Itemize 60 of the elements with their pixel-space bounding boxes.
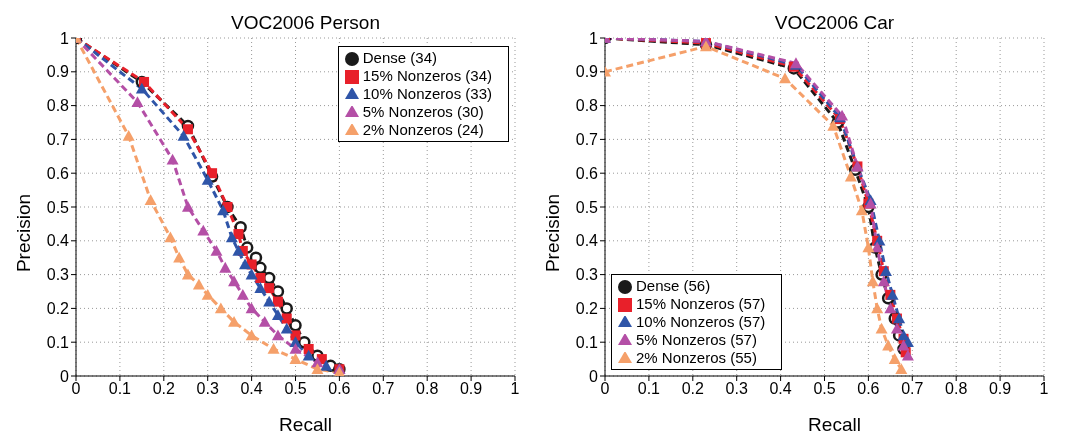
x-tick-label: 0.5: [813, 380, 836, 398]
x-tick-label: 0.2: [152, 380, 176, 398]
x-tick-label: 0.6: [857, 380, 880, 398]
x-tick-label: 1: [510, 380, 520, 398]
x-tick-label: 0.1: [108, 380, 132, 398]
x-tick-label: 0.4: [769, 380, 792, 398]
y-tick-label: 0.2: [575, 300, 599, 318]
y-tick-label: 0.9: [575, 63, 599, 81]
x-tick-label: 0.8: [945, 380, 968, 398]
chart-title: VOC2006 Person: [230, 12, 381, 34]
x-tick-label: 0.7: [901, 380, 924, 398]
x-tick-label: 0.3: [196, 380, 219, 398]
x-tick-label: 0: [71, 380, 81, 398]
y-tick-label: 0: [589, 367, 599, 385]
x-tick-label: 0.5: [284, 380, 307, 398]
legend-label: 10% Nonzeros (57): [636, 313, 766, 330]
x-tick-label: 0.6: [328, 380, 351, 398]
x-tick-label: 0.9: [459, 380, 483, 398]
y-tick-label: 0.6: [575, 164, 599, 182]
legend-label: 2% Nonzeros (55): [636, 349, 757, 366]
y-tick-label: 0.3: [46, 266, 70, 284]
y-tick-label: 0.1: [575, 333, 599, 351]
y-tick-label: 0.2: [46, 300, 70, 318]
y-tick-label: 0.8: [575, 97, 599, 115]
x-axis-title: Recall: [807, 414, 862, 436]
y-axis-title: Precision: [13, 193, 35, 273]
x-tick-label: 0.4: [240, 380, 263, 398]
chart-title: VOC2006 Car: [773, 12, 896, 34]
y-tick-label: 0.6: [46, 164, 70, 182]
y-tick-label: 0.8: [46, 97, 70, 115]
x-tick-label: 0.7: [372, 380, 395, 398]
x-tick-label: 0.9: [988, 380, 1012, 398]
y-tick-label: 0.5: [575, 198, 599, 216]
legend-label: 10% Nonzeros (33): [362, 85, 492, 102]
y-tick-label: 0.9: [46, 63, 70, 81]
y-tick-label: 0.5: [46, 198, 70, 216]
x-tick-label: 1: [1039, 380, 1049, 398]
x-axis-title: Recall: [278, 414, 333, 436]
y-tick-label: 0.1: [46, 333, 70, 351]
x-tick-label: 0.1: [637, 380, 661, 398]
legend-label: Dense (34): [362, 49, 437, 66]
legend-label: 5% Nonzeros (57): [636, 331, 757, 348]
legend-label: 2% Nonzeros (24): [362, 121, 484, 138]
y-tick-label: 0.7: [575, 131, 599, 149]
x-tick-label: 0.8: [416, 380, 439, 398]
y-axis-title: Precision: [542, 193, 564, 273]
y-tick-label: 0: [60, 367, 70, 385]
y-tick-label: 0.4: [46, 232, 70, 250]
y-tick-label: 0.3: [575, 266, 599, 284]
x-tick-label: 0.2: [681, 380, 705, 398]
x-tick-label: 0.3: [725, 380, 748, 398]
x-tick-label: 0: [600, 380, 610, 398]
legend-label: 15% Nonzeros (57): [636, 295, 766, 312]
y-tick-label: 0.7: [46, 131, 70, 149]
y-tick-label: 1: [589, 29, 599, 47]
legend-label: Dense (56): [636, 277, 711, 294]
legend-label: 5% Nonzeros (30): [362, 103, 484, 120]
y-tick-label: 0.4: [575, 232, 599, 250]
legend-label: 15% Nonzeros (34): [362, 67, 492, 84]
y-tick-label: 1: [60, 29, 70, 47]
